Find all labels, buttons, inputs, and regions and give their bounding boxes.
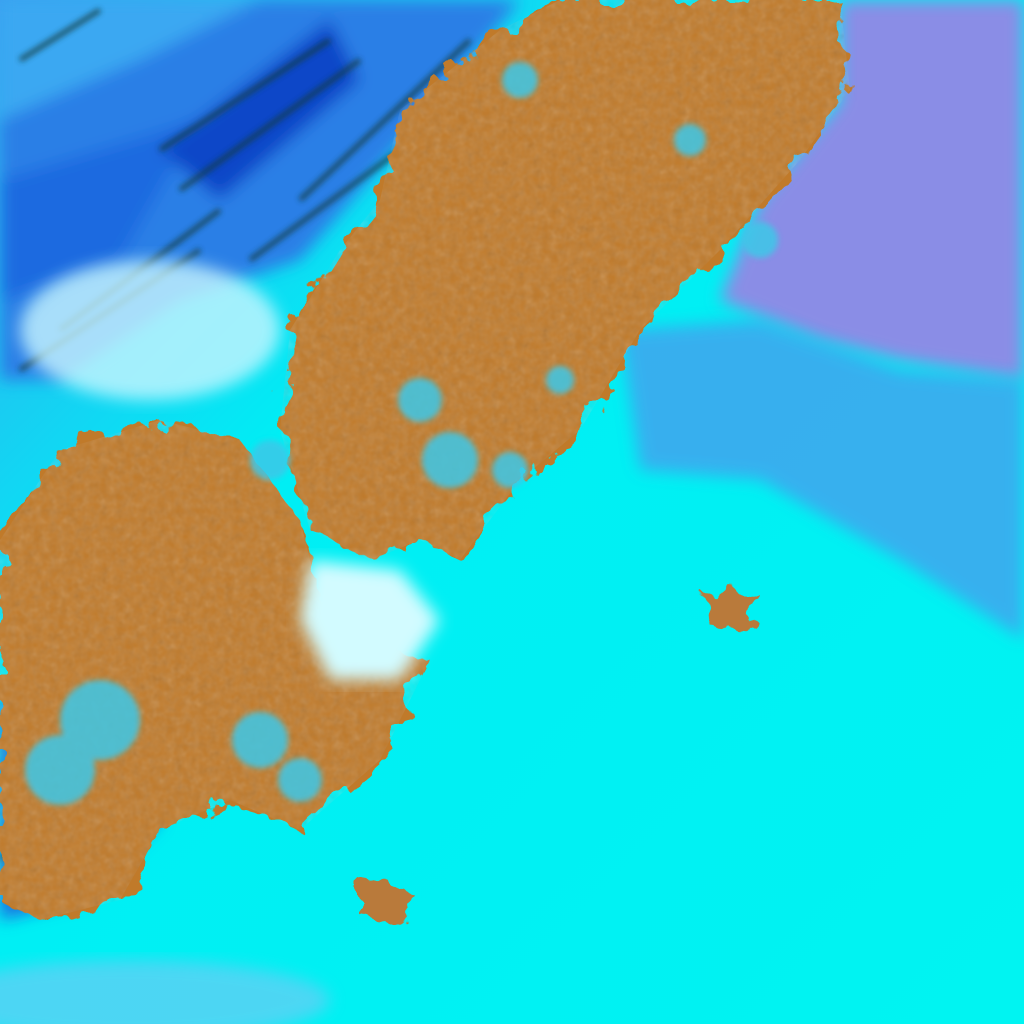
bay-cloud bbox=[300, 560, 440, 680]
clear-sea bbox=[720, 0, 1024, 380]
bright-cloud bbox=[20, 260, 280, 400]
lower-haze bbox=[0, 960, 330, 1024]
scattered-clouds bbox=[25, 62, 778, 805]
mid-cloud-east bbox=[620, 320, 1024, 640]
